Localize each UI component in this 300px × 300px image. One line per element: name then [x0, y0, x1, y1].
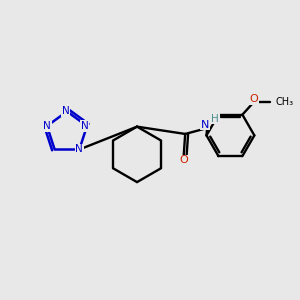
Text: CH₃: CH₃ — [276, 98, 294, 107]
Text: O: O — [179, 155, 188, 165]
Text: N: N — [43, 121, 51, 131]
Text: N: N — [76, 145, 83, 154]
Text: O: O — [249, 94, 258, 104]
Text: N: N — [62, 106, 69, 116]
Text: H: H — [212, 114, 219, 124]
Text: N: N — [201, 120, 209, 130]
Text: N: N — [81, 121, 88, 131]
